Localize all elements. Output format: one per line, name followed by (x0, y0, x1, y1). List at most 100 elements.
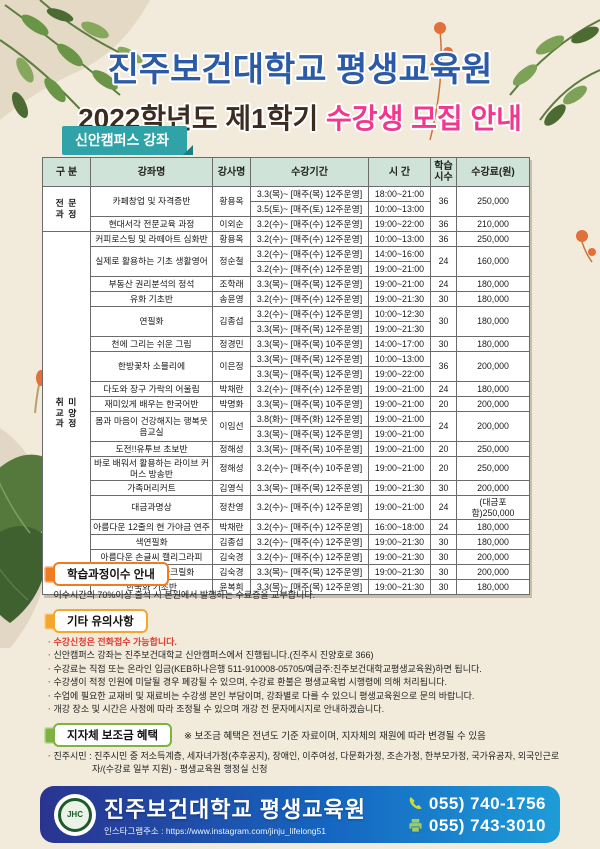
instagram-address: 인스타그램주소 : https://www.instagram.com/jinj… (104, 826, 326, 836)
course-period: 3.2(수)~ [매주(수) 12주운영] (250, 495, 369, 521)
course-time: 19:00~21:00 (368, 495, 431, 521)
column-header: 수강기간 (250, 157, 369, 187)
page-title: 진주보건대학교 평생교육원 (107, 51, 493, 89)
course-row: 아름다운 12줄의 현 가야금 연주 박채란 3.2(수)~ [매주(수) 12주운… (43, 519, 530, 536)
course-time: 19:00~21:30 (368, 480, 431, 497)
course-hours: 24 (430, 381, 457, 397)
note-item: 수업에 필요한 교재비 및 재료비는 수강생 본인 부담이며, 강좌별로 다를 … (48, 690, 562, 704)
course-row: 현대서각 전문교육 과정 이외순 3.2(수)~ [매주(수) 12주운영] 19:0… (43, 216, 530, 232)
teacher-name: 박명화 (212, 396, 251, 412)
course-period: 3.2(수)~ [매주(수) 10주운영] (250, 455, 369, 482)
course-time: 19:00~21:00 (368, 411, 431, 427)
course-period: 3.2(수)~ [매주(수) 12주운영] (250, 246, 369, 262)
course-hours: 30 (430, 480, 457, 497)
course-time: 19:00~21:00 (368, 455, 431, 482)
teacher-name: 황용옥 (212, 186, 251, 217)
course-row: 도전!!유투브 초보반 정해성 3.3(목)~ [매주(목) 10주운영] 19:00… (43, 441, 530, 457)
course-name: 재미있게 배우는 한국어반 (90, 396, 213, 412)
course-name: 바로 배워서 활용하는 라이브 커머스 방송반 (90, 455, 213, 482)
course-row: 아름다운 손글씨 캘리그라피 김숙경 3.2(수)~ [매주(수) 12주운영] 19… (43, 549, 530, 566)
course-time: 19:00~21:00 (368, 276, 431, 292)
course-fee: 180,000 (456, 534, 530, 551)
course-hours: 36 (430, 186, 457, 217)
course-name: 천에 그리는 쉬운 그림 (90, 336, 213, 352)
course-row: 다도와 장구 가락의 어울림 박채란 3.2(수)~ [매주(수) 12주운영] 19… (43, 381, 530, 397)
course-time: 19:00~22:00 (368, 216, 431, 232)
course-row: 부동산 권리분석의 정석 조학래 3.3(목)~ [매주(목) 12주운영] 19:0… (43, 276, 530, 292)
course-period: 3.3(목)~ [매주(목) 12주운영] (250, 186, 369, 202)
document-icon (44, 612, 59, 630)
notes-area: 학습과정이수 안내 이수시간의 70%이상 출석 시 본원에서 발행하는 수료증… (42, 562, 562, 783)
course-hours: 36 (430, 216, 457, 232)
section-title: 기타 유의사항 (67, 615, 134, 628)
group-label: 전 문 과 정 (42, 186, 91, 232)
course-time: 19:00~21:30 (368, 291, 431, 307)
note-item: 이수시간의 70%이상 출석 시 본원에서 발행하는 수료증을 교부합니다. (48, 589, 562, 603)
course-period: 3.3(목)~ [매주(목) 10주운영] (250, 396, 369, 412)
page-subtitle: 2022학년도 제1학기 수강생 모집 안내 (0, 97, 600, 137)
phone-number: 055) 740-1756 (428, 793, 546, 813)
course-row: 3.3(목)~ [매주(목) 12주운영] 19:00~21:30 (43, 321, 530, 337)
section-title-badge: 학습과정이수 안내 (44, 562, 169, 586)
course-time: 19:00~21:30 (368, 321, 431, 337)
course-row: 3.3(목)~ [매주(목) 12주운영] 19:00~22:00 (43, 366, 530, 382)
course-fee: 160,000 (456, 246, 530, 277)
footer-bar: JHC 진주보건대학교 평생교육원 인스타그램주소 : https://www.… (40, 786, 560, 843)
course-fee: 250,000 (456, 441, 530, 457)
course-period: 3.3(목)~ [매주(목) 12주운영] (250, 321, 369, 337)
course-row: 천에 그리는 쉬운 그림 정경민 3.3(목)~ [매주(목) 10주운영] 14:0… (43, 336, 530, 352)
course-time: 10:00~13:00 (368, 201, 431, 217)
course-time: 19:00~21:00 (368, 381, 431, 397)
section-title-badge: 지자체 보조금 혜택 (44, 722, 173, 747)
note-item: 신안캠퍼스 강좌는 진주보건대학교 신안캠퍼스에서 진행됩니다.(진주시 진양호… (48, 649, 562, 663)
course-row: 가족머리커트 김영식 3.3(목)~ [매주(목) 12주운영] 19:00~21:3… (43, 480, 530, 497)
course-hours: 30 (430, 291, 457, 307)
course-time: 10:00~13:00 (368, 351, 431, 367)
section-other-notices: 기타 유의사항 수강신청은 전화접수 가능합니다.신안캠퍼스 강좌는 진주보건대… (42, 608, 562, 717)
course-fee: 200,000 (456, 411, 530, 442)
column-header: 강사명 (212, 157, 251, 187)
course-row: 3.2(수)~ [매주(수) 12주운영] 19:00~21:00 (43, 261, 530, 277)
certificate-icon (44, 566, 59, 583)
course-hours: 30 (430, 336, 457, 352)
section-side-note: ※ 보조금 혜택은 전년도 기준 자료이며, 지자체의 재원에 따라 변경될 수… (184, 730, 486, 742)
note-item: 개강 장소 및 시간은 사정에 따라 조정될 수 있으며 개강 전 문자메시지로… (48, 703, 562, 717)
course-period: 3.2(수)~ [매주(수) 12주운영] (250, 216, 369, 232)
course-hours: 20 (430, 455, 457, 482)
section-title: 지자체 보조금 혜택 (67, 729, 159, 742)
course-period: 3.3(목)~ [매주(목) 12주운영] (250, 426, 369, 442)
course-table-body: 전 문 과 정 카페창업 및 자격증반 황용옥 3.3(목)~ [매주(목) 12주운… (42, 186, 530, 596)
course-period: 3.3(목)~ [매주(목) 12주운영] (250, 366, 369, 382)
course-row: 색연필화 김종섭 3.2(수)~ [매주(수) 12주운영] 19:00~21:30 3… (43, 534, 530, 551)
course-fee: 200,000 (456, 480, 530, 497)
course-period: 3.3(목)~ [매주(목) 10주운영] (250, 336, 369, 352)
fax-icon (409, 818, 422, 833)
teacher-name: 김숙경 (212, 549, 251, 566)
money-icon (44, 726, 59, 744)
course-hours: 24 (430, 495, 457, 521)
course-period: 3.3(목)~ [매주(목) 10주운영] (250, 441, 369, 457)
teacher-name: 정순철 (212, 246, 251, 277)
course-row: 유화 기초반 송윤영 3.2(수)~ [매주(수) 12주운영] 19:00~21:3… (43, 291, 530, 307)
course-hours: 24 (430, 519, 457, 536)
teacher-name: 정해성 (212, 441, 251, 457)
course-hours: 36 (430, 231, 457, 247)
course-row: 바로 배워서 활용하는 라이브 커머스 방송반 정해성 3.2(수)~ [매주(수)… (43, 455, 530, 482)
course-period: 3.2(수)~ [매주(수) 12주운영] (250, 534, 369, 551)
course-name: 부동산 권리분석의 정석 (90, 276, 213, 292)
column-header: 구 분 (42, 157, 91, 187)
section-bullet-list: 진주시민 : 진주시민 중 저소득계층, 세자녀가정(추후공지), 장애인, 이… (48, 750, 562, 777)
course-time: 10:00~13:00 (368, 231, 431, 247)
course-hours: 20 (430, 396, 457, 412)
course-hours: 24 (430, 411, 457, 442)
course-hours: 30 (430, 534, 457, 551)
course-row: 취 미 교 양 과 정 커피로스팅 및 라떼아트 심화반 황용옥 3.2(수)~ [매… (42, 230, 530, 596)
course-name: 실제로 활용하는 기초 생활영어 (90, 246, 213, 277)
course-fee: 180,000 (456, 336, 530, 352)
course-row: 전 문 과 정 카페창업 및 자격증반 황용옥 3.3(목)~ [매주(목) 12주운… (42, 186, 530, 232)
teacher-name: 박채란 (212, 519, 251, 536)
course-name: 몸과 마음이 건강해지는 행복웃음교실 (90, 411, 213, 442)
course-fee: 250,000 (456, 455, 530, 482)
teacher-name: 김숙경 (212, 564, 251, 581)
